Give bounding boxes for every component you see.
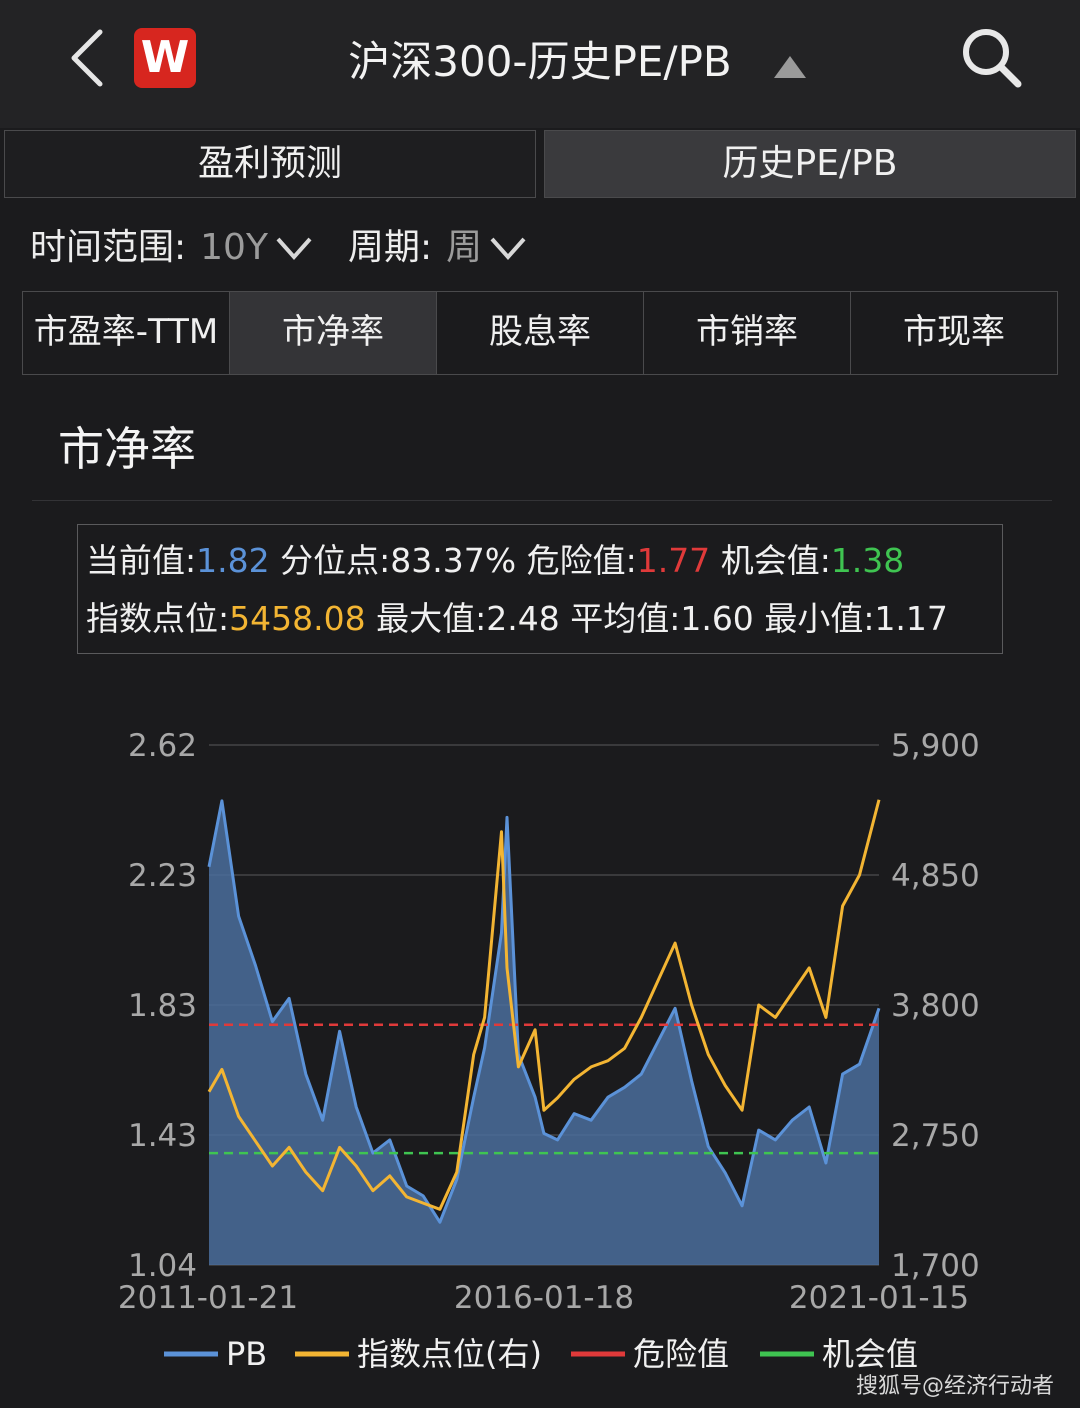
chance-value: 1.38 — [830, 541, 905, 580]
right-axis-tick-label: 3,800 — [891, 988, 980, 1024]
section-title: 市净率 — [58, 422, 196, 476]
period-value: 周 — [446, 227, 483, 268]
x-axis-tick-label: 2021-01-15 — [789, 1280, 969, 1316]
chevron-down-icon — [490, 237, 526, 261]
left-axis-tick-label: 1.43 — [128, 1118, 197, 1154]
watermark: 搜狐号@经济行动者 — [855, 1374, 1054, 1399]
page-title: 沪深300-历史PE/PB — [348, 37, 732, 86]
tab-history-pe-pb[interactable]: 历史PE/PB — [544, 130, 1076, 198]
pb-chart[interactable]: 2.62 5,900 2.23 4,850 1.83 3,800 1.43 2,750 1.04… — [0, 690, 1080, 1380]
avg-label: 平均值: — [570, 599, 681, 638]
left-axis-tick-label: 2.62 — [128, 728, 197, 764]
range-value: 10Y — [200, 227, 268, 268]
range-filter[interactable]: 时间范围: 10Y — [30, 218, 314, 278]
x-axis-tick-label: 2011-01-21 — [118, 1280, 298, 1316]
left-axis-tick-label: 1.04 — [128, 1248, 197, 1284]
left-axis-tick-label: 2.23 — [128, 858, 197, 894]
legend-label: 指数点位(右) — [357, 1335, 542, 1373]
percentile-value: 83.37% — [390, 541, 517, 580]
period-filter[interactable]: 周期: 周 — [348, 218, 528, 278]
tab-pb[interactable]: 市净率 — [230, 292, 437, 374]
index-line — [207, 799, 881, 1211]
pb-area — [209, 800, 879, 1265]
avg-value: 1.60 — [680, 599, 754, 638]
tab-dividend-yield[interactable]: 股息率 — [437, 292, 644, 374]
filter-row: 时间范围: 10Y 周期: 周 — [30, 218, 562, 278]
max-value: 2.48 — [486, 599, 560, 638]
index-label: 指数点位: — [86, 599, 230, 638]
divider — [32, 500, 1052, 501]
stats-row-2: 指数点位:5458.08 最大值:2.48 平均值:1.60 最小值:1.17 — [86, 591, 948, 647]
right-axis-tick-label: 4,850 — [891, 858, 980, 894]
min-label: 最小值: — [764, 599, 875, 638]
legend-label: 危险值 — [633, 1335, 729, 1373]
top-bar: W 沪深300-历史PE/PB — [0, 0, 1080, 128]
index-value: 5458.08 — [229, 599, 366, 638]
search-icon[interactable] — [958, 24, 1024, 90]
period-label: 周期: — [347, 227, 433, 268]
chevron-down-icon — [276, 237, 312, 261]
right-axis-tick-label: 1,700 — [891, 1248, 980, 1284]
right-axis-tick-label: 2,750 — [891, 1118, 980, 1154]
left-axis-tick-label: 1.83 — [128, 988, 197, 1024]
tab-earnings-forecast[interactable]: 盈利预测 — [4, 130, 536, 198]
tab-pe-ttm[interactable]: 市盈率-TTM — [23, 292, 230, 374]
chance-label: 机会值: — [720, 541, 831, 580]
legend-label: 机会值 — [822, 1335, 918, 1373]
danger-value: 1.77 — [636, 541, 711, 580]
stats-box: 当前值:1.82 分位点:83.37% 危险值:1.77 机会值:1.38 指数… — [77, 524, 1003, 654]
stats-row-1: 当前值:1.82 分位点:83.37% 危险值:1.77 机会值:1.38 — [86, 533, 904, 589]
x-axis-tick-label: 2016-01-18 — [454, 1280, 634, 1316]
max-label: 最大值: — [376, 599, 487, 638]
right-axis-tick-label: 5,900 — [891, 728, 980, 764]
min-value: 1.17 — [874, 599, 948, 638]
danger-label: 危险值: — [526, 541, 637, 580]
back-arrow-icon[interactable] — [62, 26, 112, 90]
current-label: 当前值: — [86, 541, 197, 580]
caret-up-icon[interactable] — [772, 52, 808, 80]
pb-line — [207, 799, 881, 1224]
legend-label: PB — [226, 1335, 267, 1373]
range-label: 时间范围: — [30, 227, 187, 268]
main-tabs: 盈利预测 历史PE/PB — [4, 130, 1076, 198]
metric-tabs: 市盈率-TTM 市净率 股息率 市销率 市现率 — [22, 291, 1058, 375]
app-logo[interactable]: W — [134, 28, 196, 88]
current-value: 1.82 — [196, 541, 270, 580]
percentile-label: 分位点: — [280, 541, 391, 580]
tab-ps[interactable]: 市销率 — [644, 292, 851, 374]
tab-pcf[interactable]: 市现率 — [903, 312, 1005, 352]
